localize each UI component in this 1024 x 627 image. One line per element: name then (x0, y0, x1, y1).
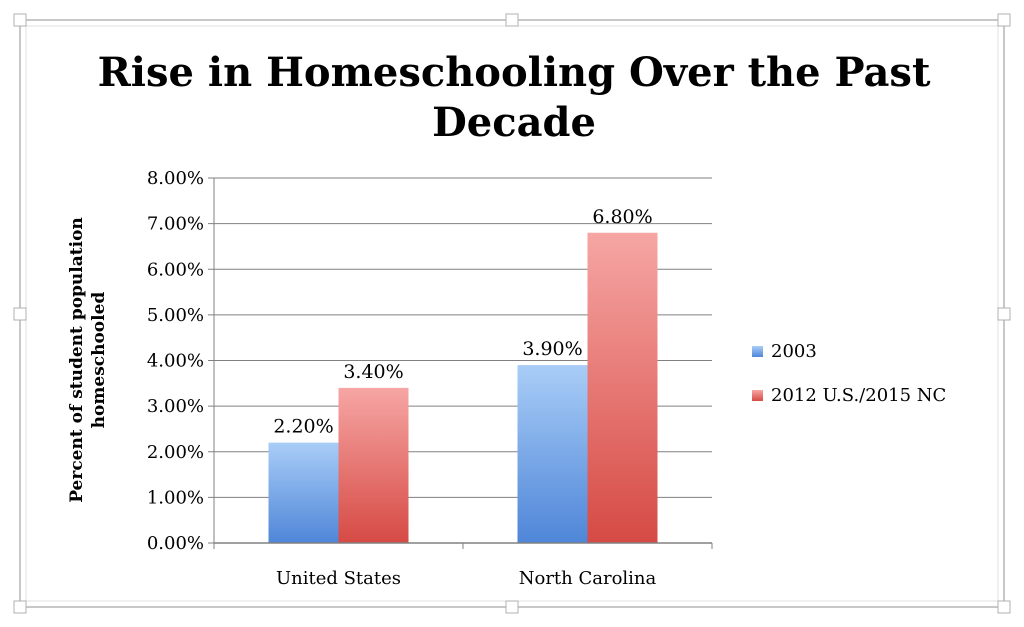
data-label-1-0: 3.90% (522, 338, 582, 360)
data-labels: 2.20% 3.40% 3.90% 6.80% (273, 206, 652, 438)
legend-swatch-1 (752, 390, 763, 401)
bar-0-0[interactable] (268, 442, 339, 543)
y-axis-ticks: 0.00% 1.00% 2.00% 3.00% 4.00% 5.00% 6.00% 7.00%… (147, 168, 214, 554)
resize-handle-right[interactable] (997, 307, 1011, 321)
x-axis: United States North Carolina (213, 178, 713, 589)
legend-label-1: 2012 U.S./2015 NC (771, 385, 946, 406)
legend-swatch-0 (752, 346, 763, 357)
y-tick-label-7: 7.00% (147, 214, 204, 235)
y-tick-label-5: 5.00% (147, 305, 204, 326)
resize-handle-top[interactable] (505, 13, 519, 27)
resize-handle-top-left[interactable] (13, 13, 27, 27)
y-axis-label-line-1: Percent of student population (67, 217, 87, 503)
y-tick-label-4: 4.00% (147, 351, 204, 372)
legend-label-0: 2003 (771, 341, 817, 362)
y-tick-label-6: 6.00% (147, 259, 204, 280)
resize-handle-bottom-right[interactable] (997, 600, 1011, 614)
data-label-1-1: 6.80% (592, 206, 652, 228)
y-tick-label-2: 2.00% (147, 442, 204, 463)
resize-handle-bottom[interactable] (505, 600, 519, 614)
y-tick-label-8: 8.00% (147, 168, 204, 189)
data-label-0-1: 3.40% (343, 361, 403, 383)
y-tick-label-1: 1.00% (147, 487, 204, 508)
bar-1-0[interactable] (517, 365, 588, 543)
chart-border[interactable] (19, 19, 1005, 608)
chart-title-line-1: Rise in Homeschooling Over the Past (98, 49, 931, 96)
bar-1-1[interactable] (587, 232, 658, 543)
resize-handle-top-right[interactable] (997, 13, 1011, 27)
bar-0-1[interactable] (338, 387, 409, 543)
data-label-0-0: 2.20% (273, 416, 333, 438)
bars (268, 232, 658, 543)
y-axis-label-line-2: homeschooled (89, 292, 109, 429)
x-tick-label-0: United States (276, 568, 401, 589)
y-tick-label-0: 0.00% (147, 533, 204, 554)
legend: 2003 2012 U.S./2015 NC (752, 341, 946, 406)
x-tick-label-1: North Carolina (519, 568, 657, 589)
y-tick-label-3: 3.00% (147, 396, 204, 417)
chart-title-line-2: Decade (432, 99, 596, 146)
resize-handle-bottom-left[interactable] (13, 600, 27, 614)
resize-handle-left[interactable] (13, 307, 27, 321)
